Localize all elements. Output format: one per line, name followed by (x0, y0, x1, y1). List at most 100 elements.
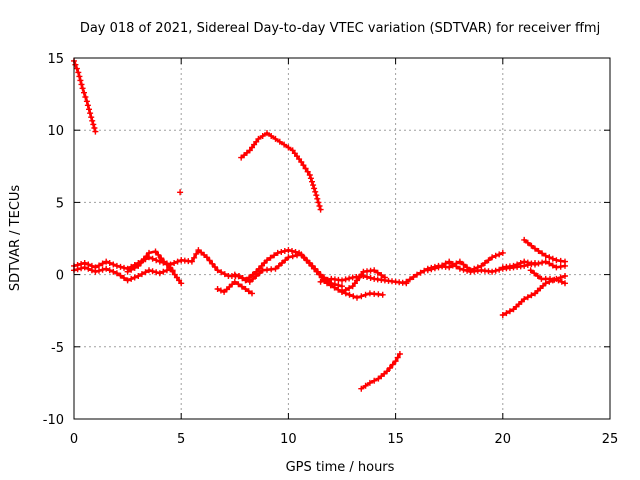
data-point (499, 312, 506, 318)
data-point (521, 236, 528, 243)
data-point (79, 85, 86, 92)
data-point (82, 94, 89, 100)
data-point (514, 261, 521, 268)
data-point (481, 260, 488, 266)
data-point (143, 253, 150, 260)
data-point (521, 296, 528, 303)
data-point (562, 280, 568, 287)
data-point (259, 133, 266, 139)
data-point (110, 261, 117, 268)
data-point (121, 275, 127, 281)
data-point (214, 286, 221, 292)
data-point (238, 283, 245, 290)
data-point (74, 266, 81, 273)
data-point (549, 262, 556, 269)
data-point (191, 254, 198, 261)
data-point (163, 267, 170, 274)
data-point (314, 195, 321, 202)
data-point (256, 270, 263, 277)
data-point (88, 267, 95, 274)
data-point (166, 264, 173, 271)
series-isolated-point (177, 189, 184, 196)
data-point (209, 260, 216, 267)
data-point (315, 199, 322, 206)
data-point (163, 261, 170, 268)
data-point (267, 254, 274, 261)
data-point (358, 293, 365, 300)
data-point (528, 260, 535, 267)
series-arc-early-high (71, 57, 99, 135)
data-point (146, 267, 152, 274)
data-point (138, 271, 145, 278)
data-point (309, 178, 315, 185)
data-point (362, 291, 369, 298)
data-point (155, 251, 162, 258)
data-point (271, 252, 278, 259)
data-point (331, 284, 338, 291)
data-point (178, 280, 185, 287)
data-point (431, 265, 438, 272)
axis-ticks (73, 57, 611, 420)
data-point (489, 254, 496, 261)
data-point (239, 275, 246, 282)
data-point (464, 267, 471, 274)
data-point (274, 249, 281, 256)
data-point (249, 290, 255, 297)
data-point (212, 264, 218, 270)
data-point (135, 262, 142, 269)
data-point (117, 263, 124, 270)
data-point (302, 165, 309, 172)
data-point (272, 265, 279, 272)
data-point (549, 277, 556, 284)
data-point (278, 249, 285, 255)
data-point (446, 264, 453, 271)
data-point (327, 282, 334, 289)
data-point (346, 285, 353, 292)
data-point (78, 81, 85, 88)
data-point (531, 270, 538, 277)
data-point (384, 368, 390, 375)
y-tick-label: -10 (43, 413, 64, 428)
data-point (304, 168, 311, 175)
series-band-late-morning-low (214, 278, 255, 297)
data-point (396, 351, 403, 357)
y-tick-label: 10 (47, 124, 64, 139)
data-point (75, 69, 82, 76)
data-point (456, 258, 463, 265)
data-point (276, 138, 283, 145)
data-point (250, 275, 256, 282)
data-point (264, 257, 270, 264)
data-point (149, 268, 156, 275)
data-point (285, 254, 292, 261)
x-axis-label: GPS time / hours (286, 460, 395, 475)
data-point (492, 252, 499, 259)
data-point (524, 239, 531, 246)
data-point (246, 278, 253, 285)
x-tick-label: 15 (387, 432, 404, 447)
data-point (535, 248, 542, 254)
data-point (449, 261, 456, 267)
data-point (364, 274, 370, 280)
data-point (386, 365, 393, 371)
data-point (460, 261, 467, 268)
data-point (562, 258, 568, 265)
data-point (339, 277, 345, 284)
data-point (96, 262, 102, 269)
data-point (392, 358, 399, 365)
data-point (83, 98, 90, 105)
data-point (346, 291, 353, 298)
data-point (417, 269, 424, 276)
data-series (71, 57, 568, 392)
data-point (124, 268, 131, 275)
series-band-noon-b (231, 251, 386, 301)
data-point (442, 260, 449, 267)
data-point (84, 102, 91, 109)
data-point (285, 144, 292, 151)
data-point (78, 265, 85, 272)
data-point (496, 266, 503, 273)
data-point (73, 65, 80, 72)
data-point (312, 188, 319, 195)
data-point (81, 89, 87, 96)
data-point (113, 262, 120, 269)
